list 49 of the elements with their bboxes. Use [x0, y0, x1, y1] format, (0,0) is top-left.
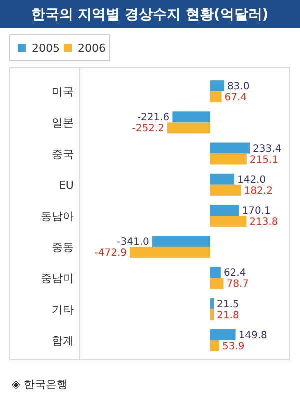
y-tick-label: 미국: [52, 86, 74, 99]
data-label: -341.0: [117, 237, 150, 248]
bar: [210, 340, 220, 352]
y-tick-label: 중남미: [41, 272, 74, 286]
y-tick-label: 동남아: [41, 210, 74, 223]
data-label: 149.8: [238, 330, 268, 342]
legend-label: 2005: [32, 42, 60, 55]
bar: [210, 267, 221, 278]
y-tick-label: EU: [58, 178, 74, 192]
data-label: 213.8: [250, 217, 278, 228]
data-label: 83.0: [227, 82, 250, 93]
data-label: 21.8: [217, 310, 240, 322]
data-label: 53.9: [222, 341, 245, 352]
text: ◈ 한국은행: [12, 378, 68, 391]
bar: [152, 236, 210, 248]
bar: [210, 216, 247, 227]
bar: [210, 174, 234, 185]
y-tick-label: 중국: [52, 148, 74, 161]
bar: [210, 184, 242, 196]
data-label: -472.9: [94, 248, 127, 260]
bar: [130, 247, 210, 258]
bar: [210, 278, 224, 290]
data-label: -221.6: [137, 112, 170, 124]
bar: [167, 122, 210, 134]
data-label: 142.0: [237, 174, 266, 186]
y-tick-label: 일본: [52, 116, 74, 130]
y-tick-label: 기타: [52, 303, 74, 316]
bar: [210, 154, 247, 165]
data-label: 233.4: [253, 144, 282, 155]
bar: [210, 92, 222, 103]
bar: [210, 309, 214, 320]
legend-label: 2006: [78, 42, 106, 55]
data-label: 62.4: [224, 268, 246, 280]
bar: [210, 142, 250, 154]
data-label: 182.2: [244, 186, 273, 197]
bar: [210, 298, 214, 310]
bar: [172, 112, 210, 123]
data-label: 67.4: [224, 92, 248, 104]
data-label: 21.5: [217, 299, 240, 310]
chart-title: 한국의 지역별 경상수지 현황(억달러): [31, 7, 269, 23]
y-tick-label: 합계: [52, 334, 74, 348]
bar: [210, 80, 224, 92]
data-label: 78.7: [226, 279, 249, 290]
data-label: 215.1: [250, 154, 279, 166]
data-label: 170.1: [242, 206, 271, 217]
y-tick-label: 중동: [52, 241, 74, 254]
bar: [210, 205, 240, 216]
bar: [210, 329, 236, 340]
data-label: -252.2: [132, 124, 164, 135]
